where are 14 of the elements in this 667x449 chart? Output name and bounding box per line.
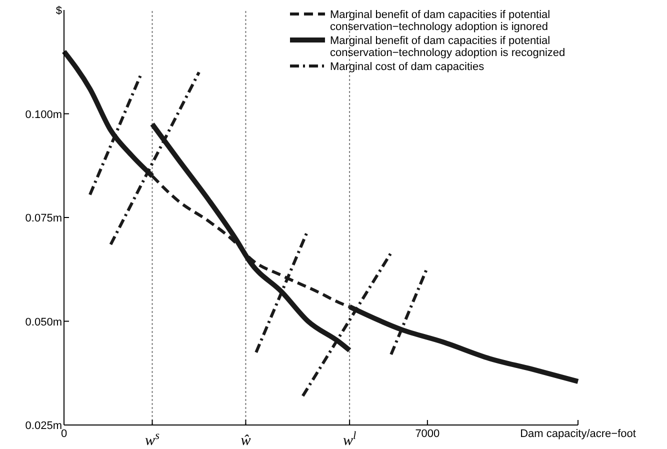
legend-label: Marginal benefit of dam capacities if potential conservation−technology adoption is ignored [330,9,550,33]
y-tick-label: 0.075m [25,212,62,224]
x-tick-label: w$^{s}$ [145,430,160,449]
legend-label: Marginal benefit of dam capacities if potential conservation−technology adoption is recognized [330,35,566,59]
x-tick-label: ŵ [240,433,251,449]
legend-label: Marginal cost of dam capacities [330,61,485,73]
x-tick-label: 0 [60,428,68,440]
y-axis-title: $ [56,5,62,17]
x-tick-label: w$^{l}$ [342,430,356,449]
y-tick-label: 0.100m [25,108,62,121]
y-tick-label: 0.025m [25,420,62,432]
x-tick-label: 7000 [415,428,440,440]
x-axis-title: Dam capacity/acre−foot [520,428,636,440]
y-tick-label: 0.050m [25,316,62,328]
